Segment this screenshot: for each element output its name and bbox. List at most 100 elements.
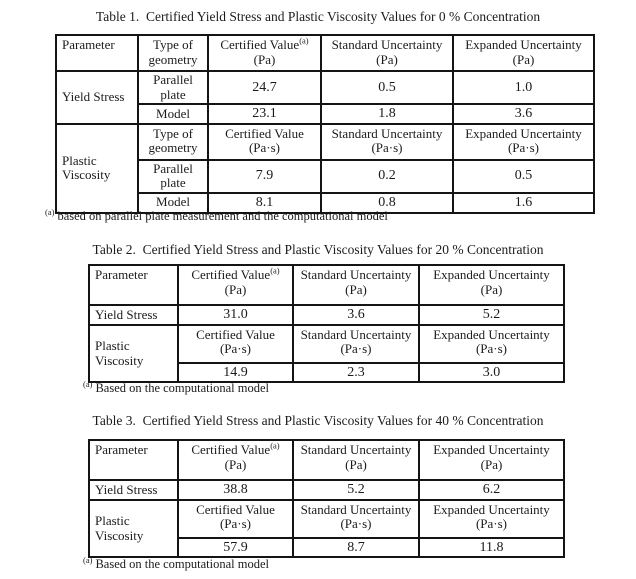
header-unit: (Pa·s) (340, 341, 372, 357)
column-header: Certified Value (Pa·s) (177, 323, 294, 364)
table-cell: 24.7 (207, 69, 322, 106)
table-cell: 11.8 (418, 536, 565, 559)
table-cell: Model (137, 103, 209, 125)
table-row: Parameter Type of geometry Certified Val… (55, 34, 595, 72)
table-cell: Parallel plate (137, 158, 209, 194)
header-label: Standard Uncertainty (300, 501, 412, 517)
column-header: Parameter (55, 34, 139, 72)
column-header: Standard Uncertainty (Pa) (320, 34, 454, 72)
table-row: Plastic Viscosity Certified Value (Pa·s) … (88, 498, 565, 559)
table-row: Parameter Certified Value(a) (Pa) Standar… (88, 264, 565, 306)
table-row: Yield Stress Parallel plate 24.7 0.5 1.0 (55, 69, 595, 125)
table-cell: 8.1 (207, 191, 322, 214)
column-header: Certified Value(a) (Pa) (177, 439, 294, 481)
table3-footnote: (a) Based on the computational model (83, 554, 270, 572)
header-unit: (Pa) (512, 51, 535, 67)
table-cell: 8.7 (292, 536, 420, 559)
header-label: Standard Uncertainty (300, 326, 412, 342)
column-header: Standard Uncertainty (Pa) (292, 439, 420, 481)
header-unit: (Pa) (224, 456, 247, 472)
header-label: Certified Value (220, 37, 300, 52)
header-unit: (Pa) (253, 51, 276, 67)
column-header: Standard Uncertainty (Pa) (292, 264, 420, 306)
table-cell: 1.8 (320, 103, 454, 125)
column-header: Expanded Uncertainty (Pa·s) (452, 122, 595, 161)
column-header: Expanded Uncertainty (Pa·s) (418, 323, 565, 364)
table2-caption: Table 2. Certified Yield Stress and Plas… (92, 242, 544, 257)
table-row: Parameter Certified Value(a) (Pa) Standar… (88, 439, 565, 481)
table-cell: Parallel plate (137, 69, 209, 106)
table-cell: 7.9 (207, 158, 322, 194)
header-label: Expanded Uncertainty (433, 267, 550, 282)
header-superscript: (a) (270, 440, 280, 451)
footnote-text: based on parallel plate measurement and … (57, 209, 388, 223)
table-3: Parameter Certified Value(a) (Pa) Standar… (88, 439, 565, 559)
footnote-superscript: (a) (83, 554, 93, 565)
table-cell: 1.0 (452, 69, 595, 106)
header-unit: (Pa·s) (507, 140, 540, 156)
table-cell: 57.9 (177, 536, 294, 559)
column-header: Parameter (88, 439, 179, 481)
header-label: Standard Uncertainty (331, 125, 443, 141)
table-cell: 14.9 (177, 361, 294, 384)
table-2: Parameter Certified Value(a) (Pa) Standar… (88, 264, 565, 384)
table-cell: 3.0 (418, 361, 565, 384)
column-header: Expanded Uncertainty (Pa) (452, 34, 595, 72)
header-label: Expanded Uncertainty (465, 125, 582, 141)
table-cell: 0.5 (320, 69, 454, 106)
table-cell: 0.8 (320, 191, 454, 214)
table-row: 14.9 2.3 3.0 (89, 361, 565, 384)
table-cell: 5.2 (292, 479, 420, 501)
header-label: Expanded Uncertainty (433, 501, 550, 517)
parameter-cell: Yield Stress (88, 304, 179, 326)
header-superscript: (a) (299, 35, 309, 46)
column-header: Expanded Uncertainty (Pa·s) (418, 498, 565, 539)
table-cell: 6.2 (418, 479, 565, 501)
column-header: Certified Value(a) (Pa) (207, 34, 322, 72)
header-unit: (Pa) (224, 281, 247, 297)
header-label: Expanded Uncertainty (465, 37, 582, 52)
table2-footnote: (a) Based on the computational model (83, 378, 270, 396)
table1-caption: Table 1. Certified Yield Stress and Plas… (95, 9, 541, 24)
header-label: Certified Value (196, 326, 275, 342)
table-row: Parallel plate 7.9 0.2 0.5 (56, 158, 595, 194)
footnote-text: Based on the computational model (95, 557, 270, 571)
table-cell: 0.5 (452, 158, 595, 194)
header-unit: (Pa) (376, 51, 398, 67)
table-cell: 3.6 (292, 304, 420, 326)
table-cell: Model (137, 191, 209, 214)
column-header: Certified Value (Pa·s) (207, 122, 322, 161)
column-header: Type of geometry (137, 122, 209, 161)
column-header: Type of geometry (137, 34, 209, 72)
table-cell: 0.2 (320, 158, 454, 194)
table-row: Plastic Viscosity Type of geometry Certi… (55, 122, 595, 214)
table-row: 57.9 8.7 11.8 (89, 536, 565, 559)
footnote-text: Based on the computational model (95, 381, 270, 395)
table-row: Yield Stress 31.0 3.6 5.2 (88, 304, 565, 326)
column-header: Standard Uncertainty (Pa·s) (292, 323, 420, 364)
column-header: Expanded Uncertainty (Pa) (418, 264, 565, 306)
header-unit: (Pa) (480, 281, 503, 297)
parameter-cell: Plastic Viscosity (55, 122, 139, 214)
header-label: Certified Value (196, 501, 275, 517)
header-unit: (Pa·s) (248, 140, 281, 156)
parameter-cell: Yield Stress (88, 479, 179, 501)
header-label: Standard Uncertainty (300, 267, 412, 282)
column-header: Expanded Uncertainty (Pa) (418, 439, 565, 481)
header-label: Expanded Uncertainty (433, 442, 550, 457)
header-unit: (Pa) (345, 281, 367, 297)
footnote-superscript: (a) (45, 206, 55, 217)
header-unit: (Pa·s) (475, 341, 508, 357)
table-row: Plastic Viscosity Certified Value (Pa·s) … (88, 323, 565, 384)
column-header: Standard Uncertainty (Pa·s) (320, 122, 454, 161)
header-unit: (Pa·s) (340, 516, 372, 532)
table-cell: 38.8 (177, 479, 294, 501)
header-label: Standard Uncertainty (331, 37, 443, 52)
footnote-superscript: (a) (83, 378, 93, 389)
header-label: Expanded Uncertainty (433, 326, 550, 342)
header-unit: (Pa) (480, 456, 503, 472)
header-label: Certified Value (191, 442, 271, 457)
header-label: Certified Value (225, 125, 304, 141)
header-unit: (Pa·s) (371, 140, 403, 156)
